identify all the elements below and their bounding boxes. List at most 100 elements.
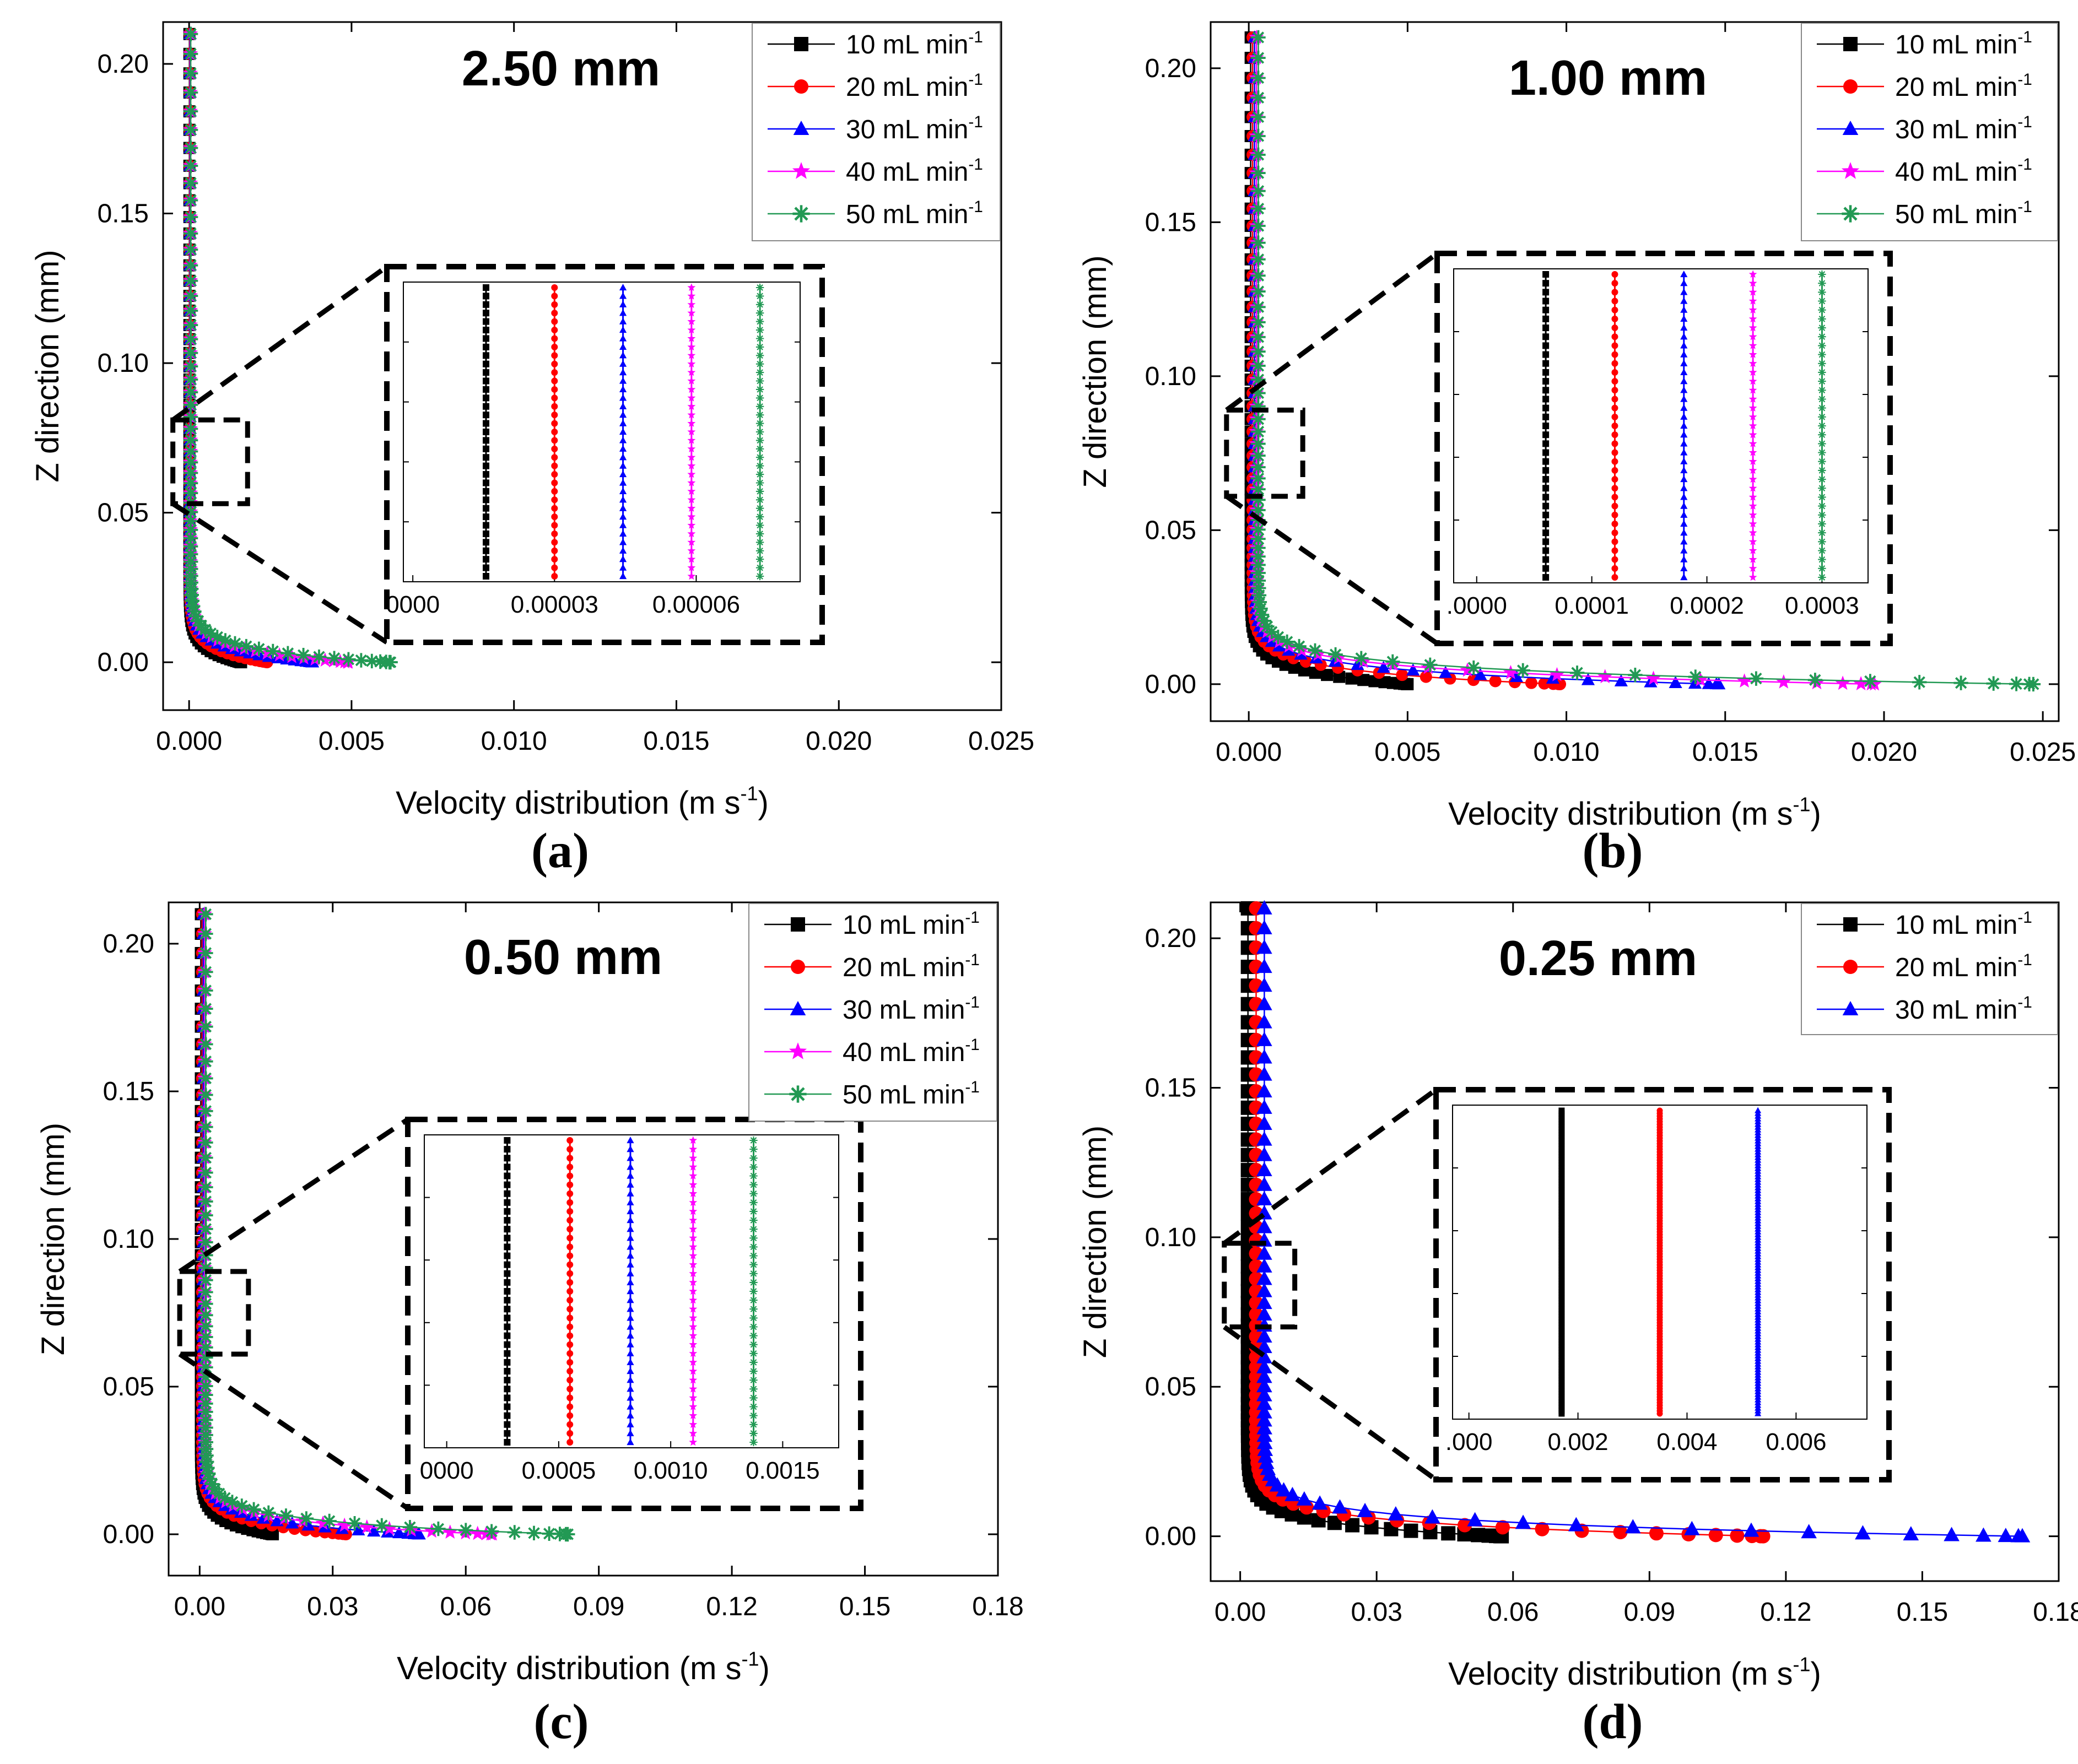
- data-point: [183, 359, 198, 374]
- inset-data-point: [1818, 440, 1826, 448]
- inset-data-point: [619, 300, 627, 307]
- inset-data-point: [551, 293, 558, 300]
- data-point: [1256, 1283, 1272, 1297]
- inset-data-point: [483, 293, 489, 300]
- inset-data-point: [1542, 369, 1550, 376]
- data-point: [2009, 677, 2024, 691]
- data-point: [1251, 165, 1266, 181]
- data-point: [1280, 634, 1294, 650]
- inset-x-tick-label: .0000: [1446, 592, 1507, 619]
- y-tick-label: 0.05: [1145, 1372, 1196, 1402]
- inset-data-point: [1611, 387, 1618, 394]
- inset-data-point: [1680, 359, 1688, 366]
- data-point: [1525, 677, 1537, 689]
- inset-data-point: [1680, 475, 1688, 483]
- inset-data-point: [755, 402, 764, 410]
- data-point: [1308, 643, 1323, 658]
- inset-data-point: [1611, 538, 1618, 545]
- inset-data-point: [483, 496, 489, 504]
- data-point: [1251, 448, 1266, 463]
- data-point: [280, 646, 295, 661]
- data-point: [198, 1387, 213, 1403]
- inset-data-point: [687, 572, 696, 580]
- inset-data-point: [627, 1225, 634, 1232]
- data-point: [1256, 1270, 1272, 1285]
- inset-data-point: [483, 513, 489, 521]
- inset-data-point: [749, 1269, 758, 1278]
- data-point: [247, 643, 263, 658]
- x-tick-label: 0.06: [440, 1592, 492, 1621]
- inset-data-point: [504, 1332, 511, 1339]
- data-point: [2022, 677, 2037, 691]
- inset-data-point: [551, 403, 558, 410]
- inset-data-point: [619, 351, 627, 359]
- inset-data-point: [755, 504, 764, 512]
- inset-series: [1656, 1107, 1663, 1417]
- data-point: [183, 140, 198, 155]
- inset-data-point: [749, 1403, 758, 1411]
- data-point: [188, 609, 203, 624]
- data-point: [1466, 660, 1481, 675]
- data-point: [1272, 634, 1287, 648]
- legend-marker: [789, 1085, 807, 1103]
- inset-data-point: [1748, 305, 1757, 313]
- y-tick-label: 0.10: [103, 1225, 154, 1254]
- data-series: [1256, 900, 2031, 1543]
- inset-data-point: [551, 530, 558, 537]
- inset-data-point: [687, 410, 696, 419]
- data-point: [1688, 669, 1703, 684]
- inset-data-point: [1680, 520, 1688, 527]
- inset-data-point: [689, 1260, 698, 1268]
- inset-data-point: [627, 1243, 634, 1250]
- data-point: [198, 1221, 213, 1236]
- inset-data-point: [749, 1278, 758, 1287]
- inset-data-point: [687, 402, 696, 410]
- inset-data-point: [504, 1252, 511, 1259]
- inset-data-point: [504, 1164, 511, 1171]
- inset-data-point: [566, 1314, 574, 1322]
- inset-zoom: .0000 0.0001 0.0002 0.0003: [1434, 251, 1893, 646]
- data-point: [1474, 668, 1487, 680]
- data-point: [1251, 522, 1266, 537]
- data-point: [1251, 344, 1266, 359]
- legend-label: 30 mL min-1: [846, 113, 983, 144]
- data-point: [1256, 1245, 1272, 1260]
- data-point: [1855, 1525, 1871, 1540]
- inset-data-point: [566, 1181, 574, 1188]
- data-point: [317, 652, 333, 667]
- inset-x-tick-label: 0.0005: [522, 1457, 596, 1484]
- legend-label: 10 mL min-1: [1895, 908, 2032, 940]
- data-point: [183, 385, 198, 400]
- data-point: [198, 1103, 213, 1118]
- inset-data-point: [687, 478, 696, 486]
- data-point: [1251, 372, 1266, 387]
- inset-data-point: [504, 1421, 511, 1428]
- inset-data-point: [1680, 315, 1688, 322]
- data-point: [1568, 1517, 1584, 1532]
- data-point: [315, 1515, 331, 1530]
- data-point: [183, 66, 198, 81]
- inset-data-point: [689, 1189, 698, 1197]
- legend-marker: [792, 162, 811, 179]
- inset-data-point: [504, 1412, 511, 1419]
- legend-marker: [790, 1001, 806, 1016]
- inset-frame: [1453, 268, 1869, 583]
- inset-data-point: [504, 1235, 511, 1242]
- data-point: [1743, 1522, 1759, 1537]
- legend: 10 mL min-1 20 mL min-1 30 mL min-1 40 mL m…: [752, 23, 1001, 241]
- inset-data-point: [1748, 466, 1757, 474]
- inset-data-point: [1611, 306, 1618, 313]
- inset-data-point: [627, 1172, 634, 1179]
- channel-width-annotation: 2.50 mm: [462, 41, 660, 96]
- inset-series: [687, 283, 696, 580]
- data-point: [341, 652, 356, 667]
- inset-data-point: [1611, 529, 1618, 537]
- legend-label: 30 mL min-1: [1895, 113, 2032, 144]
- inset-data-point: [627, 1269, 634, 1276]
- data-point: [1251, 424, 1266, 439]
- data-point: [359, 1519, 375, 1534]
- data-point: [198, 1119, 213, 1134]
- panel-letter: (a): [531, 824, 589, 878]
- data-point: [1251, 471, 1266, 486]
- data-point: [183, 345, 198, 360]
